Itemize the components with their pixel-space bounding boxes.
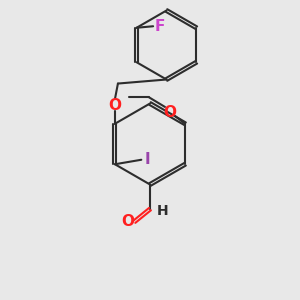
Text: O: O bbox=[163, 105, 176, 120]
Text: H: H bbox=[157, 204, 169, 218]
Text: O: O bbox=[108, 98, 122, 112]
Text: F: F bbox=[154, 19, 165, 34]
Text: O: O bbox=[121, 214, 134, 229]
Text: I: I bbox=[145, 152, 151, 167]
